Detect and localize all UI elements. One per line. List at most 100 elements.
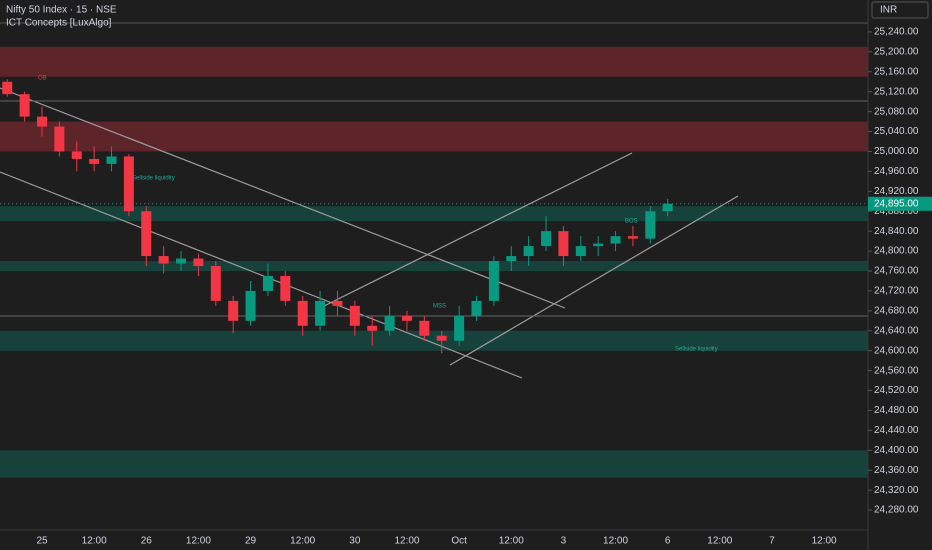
x-tick-label: 3: [561, 536, 567, 547]
y-tick-label: 24,360.00: [874, 465, 919, 476]
candle-body: [436, 335, 447, 341]
x-tick-label: 12:00: [707, 536, 732, 547]
y-tick-label: 25,240.00: [874, 27, 919, 38]
candle-body: [123, 156, 134, 212]
candle-body: [315, 300, 326, 326]
x-tick-label: 30: [349, 536, 361, 547]
candle-body: [593, 243, 604, 247]
y-tick-label: 24,600.00: [874, 345, 919, 356]
candle-body: [488, 261, 499, 301]
zone: [0, 46, 868, 77]
candle-body: [506, 256, 517, 262]
y-tick-label: 24,320.00: [874, 485, 919, 496]
x-tick-label: 25: [36, 536, 48, 547]
candle-body: [558, 231, 569, 257]
annotation: BOS: [625, 219, 638, 225]
candle-body: [37, 116, 47, 127]
x-tick-label: 6: [665, 536, 671, 547]
y-tick-label: 24,960.00: [874, 166, 919, 177]
x-tick-label: 12:00: [499, 536, 524, 547]
y-tick-label: 24,440.00: [874, 425, 919, 436]
y-tick-label: 25,080.00: [874, 106, 919, 117]
candle-body: [89, 158, 100, 164]
y-tick-label: 24,840.00: [874, 226, 919, 237]
y-tick-label: 24,520.00: [874, 385, 919, 396]
y-tick-label: 25,000.00: [874, 146, 919, 157]
last-price-label: 24,895.00: [874, 198, 919, 209]
candle-body: [627, 236, 638, 239]
trend-line: [449, 195, 739, 366]
annotation: Sellside liquidity: [132, 176, 175, 182]
currency-box[interactable]: [871, 1, 929, 19]
y-tick-label: 25,040.00: [874, 126, 919, 137]
y-tick-label: 24,480.00: [874, 405, 919, 416]
y-tick-label: 24,920.00: [874, 186, 919, 197]
trend-line: [0, 171, 523, 379]
y-tick-label: 24,720.00: [874, 286, 919, 297]
y-tick-label: 24,880.00: [874, 206, 919, 217]
x-tick-label: 7: [769, 536, 775, 547]
candle-body: [610, 236, 621, 244]
x-tick-label: 12:00: [290, 536, 315, 547]
trend-line: [0, 87, 566, 309]
x-tick-label: 26: [141, 536, 153, 547]
candle-body: [193, 258, 204, 267]
candle-body: [141, 211, 152, 257]
x-tick-label: 12:00: [186, 536, 211, 547]
indicator-name: ICT Concepts [LuxAlgo]: [6, 18, 112, 29]
x-tick-label: 29: [245, 536, 257, 547]
y-tick-label: 24,760.00: [874, 266, 919, 277]
candle-body: [575, 246, 586, 257]
annotation: OB: [38, 76, 47, 82]
y-tick-label: 25,200.00: [874, 46, 919, 57]
candle-body: [419, 320, 430, 336]
y-tick-label: 24,800.00: [874, 246, 919, 257]
candle-body: [297, 300, 308, 326]
candle-body: [2, 81, 13, 95]
x-tick-label: 12:00: [82, 536, 107, 547]
candle-body: [19, 94, 30, 117]
y-tick-label: 25,120.00: [874, 86, 919, 97]
candle-body: [367, 325, 378, 331]
zone: [0, 261, 868, 271]
candle-body: [401, 315, 412, 321]
y-tick-label: 24,400.00: [874, 445, 919, 456]
candle-body: [471, 300, 482, 316]
candle-body: [541, 231, 552, 247]
candle-body: [158, 256, 169, 264]
y-tick-label: 25,160.00: [874, 66, 919, 77]
trend-line: [319, 152, 633, 309]
candle-body: [176, 258, 187, 264]
candle-body: [54, 126, 65, 152]
x-tick-label: 12:00: [603, 536, 628, 547]
zones: [0, 46, 868, 478]
candle-body: [228, 300, 239, 321]
zone: [0, 121, 868, 152]
candle-body: [71, 151, 82, 159]
zone: [0, 450, 868, 478]
candle-body: [645, 211, 656, 239]
y-tick-label: 24,280.00: [874, 505, 919, 516]
x-tick-label: Oct: [451, 536, 467, 547]
x-tick-label: 12:00: [394, 536, 419, 547]
candle-body: [210, 266, 221, 301]
candle-body: [332, 300, 343, 306]
candle-body: [384, 315, 395, 331]
y-tick-label: 24,640.00: [874, 325, 919, 336]
candle-body: [662, 203, 673, 212]
candle-body: [245, 290, 256, 321]
annotation: MSS: [433, 304, 446, 310]
drawings: [0, 22, 868, 379]
chart-title: Nifty 50 Index · 15 · NSE: [6, 5, 117, 16]
candle-body: [106, 156, 117, 164]
candle-body: [523, 246, 534, 257]
zone: [0, 330, 868, 351]
currency[interactable]: INR: [880, 5, 897, 16]
candle-body: [262, 275, 273, 291]
y-tick-label: 24,680.00: [874, 305, 919, 316]
last-price-box: [868, 196, 932, 211]
candle-body: [349, 305, 360, 326]
y-tick-label: 24,560.00: [874, 365, 919, 376]
